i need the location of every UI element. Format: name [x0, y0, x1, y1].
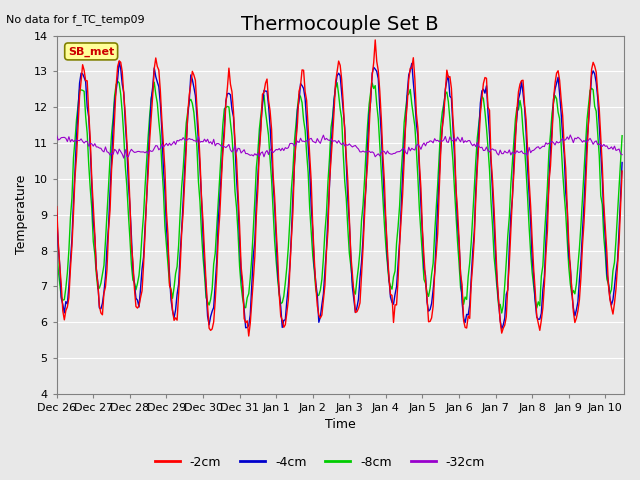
Legend: -2cm, -4cm, -8cm, -32cm: -2cm, -4cm, -8cm, -32cm: [150, 451, 490, 474]
Text: SB_met: SB_met: [68, 46, 115, 57]
X-axis label: Time: Time: [324, 419, 356, 432]
Title: Thermocouple Set B: Thermocouple Set B: [241, 15, 439, 34]
Y-axis label: Temperature: Temperature: [15, 175, 28, 254]
Text: No data for f_TC_temp09: No data for f_TC_temp09: [6, 14, 145, 25]
